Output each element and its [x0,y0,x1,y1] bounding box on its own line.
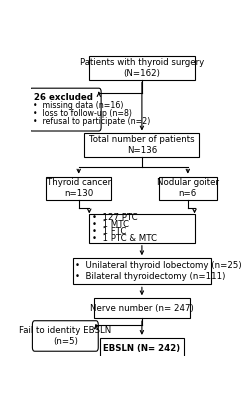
Text: EBSLN (N= 242): EBSLN (N= 242) [103,344,181,353]
FancyBboxPatch shape [46,176,111,200]
Text: •  loss to follow-up (n=8): • loss to follow-up (n=8) [33,109,132,118]
Text: •  1 MTC: • 1 MTC [92,220,128,229]
FancyBboxPatch shape [94,298,190,318]
FancyBboxPatch shape [30,88,101,131]
FancyBboxPatch shape [89,56,195,80]
Text: Nerve number (n= 247): Nerve number (n= 247) [90,304,194,313]
Text: Thyroid cancer
n=130: Thyroid cancer n=130 [47,178,111,198]
FancyBboxPatch shape [159,176,217,200]
Text: Nodular goiter
n=6: Nodular goiter n=6 [157,178,219,198]
Text: •  missing data (n=16): • missing data (n=16) [33,101,124,110]
Text: 26 excluded: 26 excluded [34,93,93,102]
FancyBboxPatch shape [89,214,195,243]
Text: •  1 FTC: • 1 FTC [92,227,126,236]
FancyBboxPatch shape [32,321,98,351]
Text: •  1 PTC & MTC: • 1 PTC & MTC [92,234,157,243]
Text: Fail to identity EBSLN
(n=5): Fail to identity EBSLN (n=5) [19,326,111,346]
FancyBboxPatch shape [73,258,211,284]
Text: Total number of patients
N=136: Total number of patients N=136 [89,135,195,155]
Text: •  127 PTC: • 127 PTC [92,214,137,222]
Text: Patients with thyroid surgery
(N=162): Patients with thyroid surgery (N=162) [80,58,204,78]
FancyBboxPatch shape [84,134,199,156]
Text: •  refusal to participate (n=2): • refusal to participate (n=2) [33,116,151,126]
Text: •  Bilateral thyroidectomy (n=111): • Bilateral thyroidectomy (n=111) [75,272,226,282]
Text: •  Unilateral thyroid lobectomy (n=25): • Unilateral thyroid lobectomy (n=25) [75,261,242,270]
FancyBboxPatch shape [100,338,184,359]
